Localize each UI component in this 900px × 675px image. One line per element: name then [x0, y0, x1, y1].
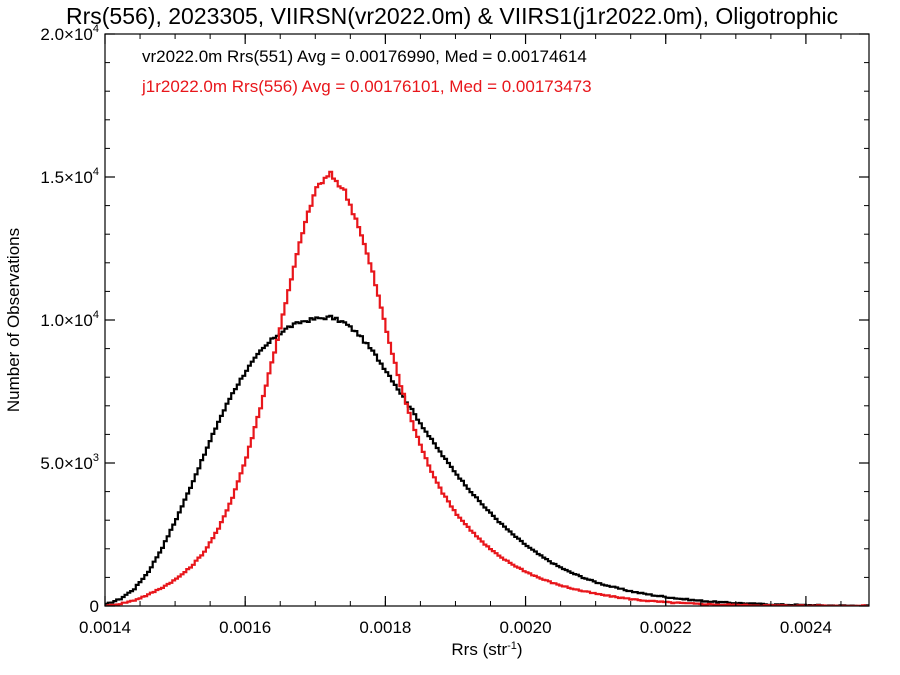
y-axis-label: Number of Observations [4, 228, 23, 412]
legend-entry-j1r2022: j1r2022.0m Rrs(556) Avg = 0.00176101, Me… [141, 77, 592, 96]
y-tick-label: 0 [90, 597, 99, 616]
chart-title: Rrs(556), 2023305, VIIRSN(vr2022.0m) & V… [66, 3, 838, 29]
series-layer [105, 170, 869, 606]
legend-entry-vr2022: vr2022.0m Rrs(551) Avg = 0.00176990, Med… [142, 47, 587, 66]
y-tick-label: 1.5×104 [40, 166, 99, 187]
y-tick-label: 2.0×104 [40, 23, 99, 44]
x-tick-label: 0.0024 [780, 618, 832, 637]
series-line-0 [105, 314, 869, 606]
x-tick-label: 0.0020 [500, 618, 552, 637]
plot-frame [104, 33, 870, 607]
series-line-1 [105, 170, 869, 606]
y-tick-label: 5.0×103 [40, 452, 99, 473]
x-tick-label: 0.0022 [640, 618, 692, 637]
x-axis-label: Rrs (str-1) [451, 640, 522, 659]
x-tick-label: 0.0016 [219, 618, 271, 637]
tick-layer: 0.0014 0.0016 0.0018 0.0020 0.0022 0.0024 0 5.0… [40, 23, 869, 637]
y-tick-label: 1.0×104 [40, 309, 99, 330]
x-tick-label: 0.0014 [79, 618, 131, 637]
x-tick-label: 0.0018 [359, 618, 411, 637]
